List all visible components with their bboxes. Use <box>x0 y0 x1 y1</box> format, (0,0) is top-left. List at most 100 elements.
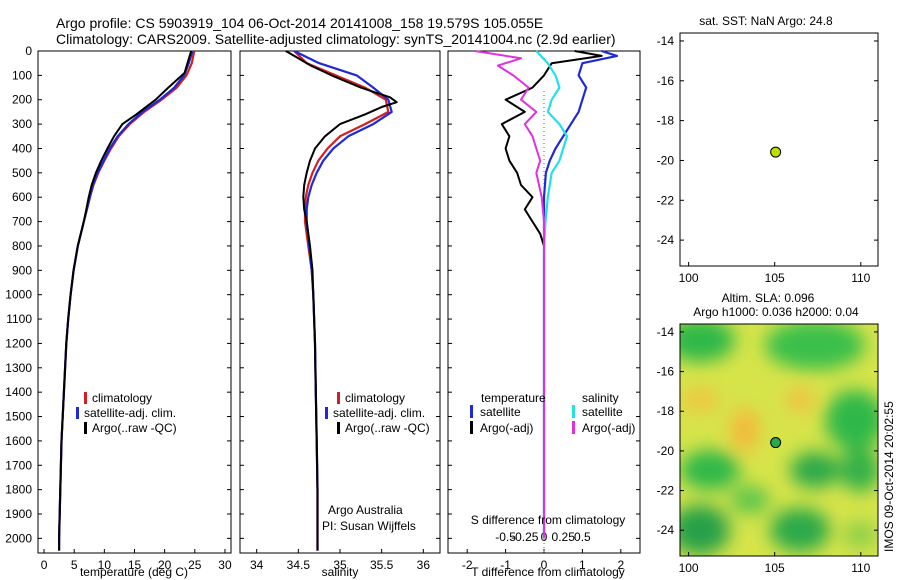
series-line <box>58 50 193 551</box>
x-tick-label: 20 <box>158 558 172 572</box>
depth-tick-label: 1400 <box>5 385 32 399</box>
series-line <box>285 50 398 551</box>
panel-frame <box>239 50 441 554</box>
sla-map-title-2: Argo h1000: 0.036 h2000: 0.04 <box>693 305 859 319</box>
x-tick-label: 34 <box>250 558 264 572</box>
temperature-panel: 0 5 10 15 20 25 30 <box>37 50 232 572</box>
argo-location-marker <box>770 437 782 449</box>
sla-map-frame <box>679 323 879 557</box>
lat-tick-label: -14 <box>657 325 675 339</box>
temperature-legend: climatology satellite-adj. clim. Argo(..… <box>76 391 177 435</box>
legend-swatch-satellite <box>76 407 79 419</box>
sla-map-title-1: Altim. SLA: 0.096 <box>722 291 815 305</box>
depth-tick-label: 100 <box>12 68 32 82</box>
temperature-axis-label: temperature (deg C) <box>80 565 188 579</box>
diff-legend-s-argo: Argo(-adj) <box>582 421 635 435</box>
diff-legend-s-satellite: satellite <box>582 405 623 419</box>
salinity-axis-label: salinity <box>322 565 359 579</box>
series-line <box>474 50 545 539</box>
lat-tick-label: -20 <box>657 444 675 458</box>
legend-label-satellite: satellite-adj. clim. <box>84 406 176 420</box>
lat-tick-label: -22 <box>657 193 675 207</box>
credit-line-2: PI: Susan Wijffels <box>322 519 416 533</box>
legend-label-satellite: satellite-adj. clim. <box>333 406 425 420</box>
x-tick-label: 15 <box>128 558 142 572</box>
legend-label-climatology: climatology <box>345 391 405 405</box>
sla-map: Altim. SLA: 0.096 Argo h1000: 0.036 h200… <box>657 291 879 575</box>
diff-swatch-s-satellite <box>572 405 575 418</box>
difference-panel: -2 -1 0 1 2-0.5-0.25 0 0.25 0.5 <box>447 49 641 572</box>
legend-label-argo: Argo(..raw -QC) <box>345 421 430 435</box>
x-tick-label: 34.5 <box>287 558 311 572</box>
depth-tick-label: 900 <box>12 263 32 277</box>
legend-swatch-argo <box>84 422 87 434</box>
lat-tick-label: -16 <box>657 74 675 88</box>
lat-tick-label: -16 <box>657 365 675 379</box>
panel-frame <box>37 50 232 554</box>
depth-tick-label: 400 <box>12 141 32 155</box>
credit-line-1: Argo Australia <box>328 503 403 517</box>
lon-tick-label: 105 <box>765 561 785 575</box>
x-tick-label: 2 <box>617 558 624 572</box>
depth-tick-label: 1600 <box>5 434 32 448</box>
x-tick-label: 35.5 <box>370 558 394 572</box>
diff-swatch-s-argo <box>572 421 575 434</box>
lat-tick-label: -20 <box>657 153 675 167</box>
x-tick-label: 36 <box>417 558 431 572</box>
sst-map: sat. SST: NaN Argo: 24.8 -14 -16 -18 -20 -22… <box>657 14 879 285</box>
diff-legend-temperature-title: temperature <box>481 391 546 405</box>
depth-tick-label: 1500 <box>5 410 32 424</box>
t-difference-axis-label: T difference from climatology <box>471 565 625 579</box>
legend-swatch-climatology <box>84 392 87 404</box>
depth-tick-label: 1900 <box>5 507 32 521</box>
lat-tick-label: -14 <box>657 34 675 48</box>
depth-tick-label: 200 <box>12 93 32 107</box>
depth-tick-label: 500 <box>12 166 32 180</box>
depth-tick-label: 800 <box>12 239 32 253</box>
lon-tick-label: 110 <box>851 561 870 575</box>
sst-map-title: sat. SST: NaN Argo: 24.8 <box>699 14 833 28</box>
x-tick-label: 1 <box>579 558 586 572</box>
salinity-legend: climatology satellite-adj. clim. Argo(..… <box>325 391 430 435</box>
depth-tick-label: 0 <box>25 44 32 58</box>
x-tick-label: 10 <box>98 558 112 572</box>
difference-legend: temperature salinity satellite Argo(-adj… <box>470 391 635 435</box>
depth-tick-labels: 0 100 200 300 400 500 600 700 800 900 1000 1100 1200… <box>5 44 32 545</box>
depth-tick-label: 700 <box>12 215 32 229</box>
x-tick-label: 30 <box>218 558 232 572</box>
sla-heatmap <box>680 324 878 556</box>
lat-tick-label: -22 <box>657 484 675 498</box>
depth-tick-label: 1100 <box>6 312 32 326</box>
legend-swatch-argo <box>337 422 340 434</box>
depth-tick-label: 600 <box>12 190 32 204</box>
lon-tick-label: 100 <box>679 561 699 575</box>
imos-timestamp: IMOS 09-Oct-2014 20:02:55 <box>882 401 896 552</box>
lat-tick-label: -24 <box>657 233 675 247</box>
header-line-1: Argo profile: CS 5903919_104 06-Oct-2014… <box>56 15 543 31</box>
x-tick-label: 35 <box>333 558 347 572</box>
depth-tick-label: 1000 <box>5 288 32 302</box>
s-tick-label: -0.25 <box>511 530 539 544</box>
diff-legend-salinity-title: salinity <box>582 391 619 405</box>
diff-legend-t-satellite: satellite <box>480 405 521 419</box>
s-tick-label: 0.25 <box>552 530 576 544</box>
lon-tick-label: 110 <box>851 271 870 285</box>
lat-tick-label: -24 <box>657 523 675 537</box>
legend-label-climatology: climatology <box>92 391 152 405</box>
argo-location-marker <box>770 146 782 158</box>
header-line-2: Climatology: CARS2009. Satellite-adjuste… <box>56 31 616 47</box>
depth-tick-label: 2000 <box>5 531 32 545</box>
depth-tick-label: 1700 <box>5 458 32 472</box>
lat-tick-label: -18 <box>657 114 675 128</box>
x-tick-label: -2 <box>462 558 473 572</box>
salinity-panel: 34 34.5 35 35.5 36 <box>239 50 441 572</box>
lat-tick-label: -18 <box>657 404 675 418</box>
x-tick-label: 25 <box>188 558 202 572</box>
lon-tick-label: 100 <box>679 271 699 285</box>
s-tick-label: -0.5 <box>495 530 516 544</box>
x-tick-label: -1 <box>500 558 511 572</box>
depth-tick-label: 1300 <box>5 361 32 375</box>
depth-tick-label: 1200 <box>5 336 32 350</box>
legend-label-argo: Argo(..raw -QC) <box>92 421 177 435</box>
